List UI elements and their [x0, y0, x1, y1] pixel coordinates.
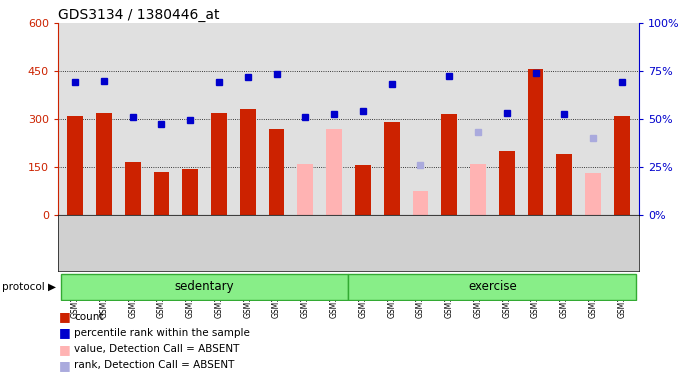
Text: GDS3134 / 1380446_at: GDS3134 / 1380446_at — [58, 8, 219, 22]
Bar — [499, 151, 515, 215]
Text: count: count — [74, 312, 103, 322]
Text: ■: ■ — [59, 359, 71, 372]
Bar — [211, 113, 227, 215]
Bar — [269, 129, 284, 215]
Text: protocol ▶: protocol ▶ — [2, 282, 56, 292]
Text: exercise: exercise — [468, 280, 517, 293]
Text: value, Detection Call = ABSENT: value, Detection Call = ABSENT — [74, 344, 239, 354]
Text: percentile rank within the sample: percentile rank within the sample — [74, 328, 250, 338]
Text: ■: ■ — [59, 343, 71, 356]
Bar — [326, 129, 342, 215]
Bar — [96, 113, 112, 215]
Bar — [441, 114, 457, 215]
Bar — [240, 109, 256, 215]
Bar — [556, 154, 573, 215]
Bar — [348, 274, 636, 300]
Bar — [470, 164, 486, 215]
Text: sedentary: sedentary — [175, 280, 235, 293]
Bar — [528, 70, 543, 215]
Text: ■: ■ — [59, 326, 71, 339]
Bar — [154, 172, 169, 215]
Bar — [124, 162, 141, 215]
Bar — [585, 174, 601, 215]
Bar — [355, 166, 371, 215]
Bar — [61, 274, 348, 300]
Bar — [67, 116, 83, 215]
Bar — [384, 122, 400, 215]
Bar — [297, 164, 313, 215]
Bar — [182, 169, 198, 215]
Bar — [413, 191, 428, 215]
Bar — [614, 116, 630, 215]
Text: rank, Detection Call = ABSENT: rank, Detection Call = ABSENT — [74, 360, 235, 370]
Text: ■: ■ — [59, 310, 71, 323]
